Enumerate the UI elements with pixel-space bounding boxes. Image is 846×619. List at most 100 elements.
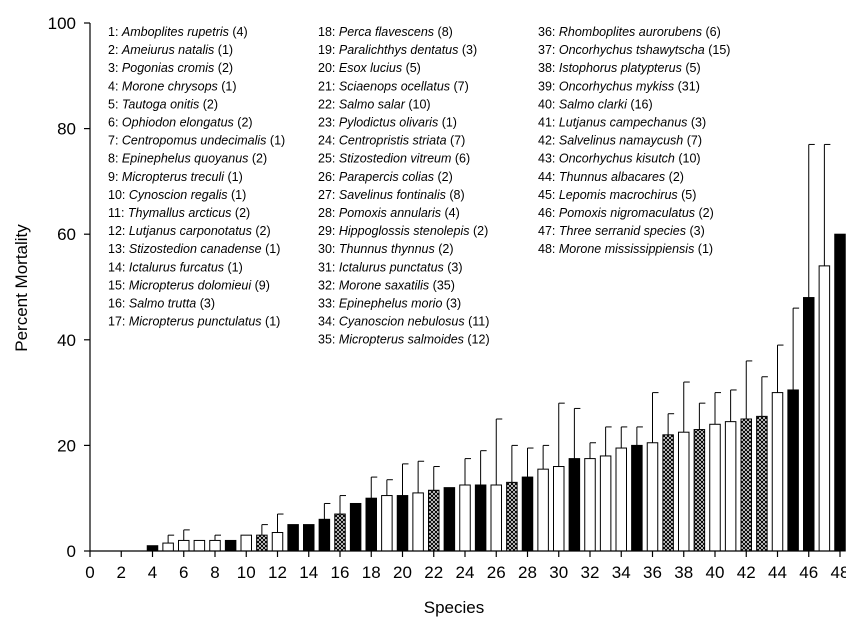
x-tick-label-30: 30 xyxy=(549,563,568,582)
bar-species-38 xyxy=(678,431,690,552)
legend-entry-21: 21: Sciaenops ocellatus (7) xyxy=(318,79,469,93)
legend-entry-6: 6: Ophiodon elongatus (2) xyxy=(108,116,253,130)
bar-species-18 xyxy=(365,497,377,552)
legend-entry-35: 35: Micropterus salmoides (12) xyxy=(318,333,490,347)
bar-species-31 xyxy=(568,458,581,552)
bar-species-45 xyxy=(787,389,799,552)
bar-species-39 xyxy=(693,429,706,552)
legend-entry-2: 2: Ameiurus natalis (1) xyxy=(108,43,233,57)
bar-species-32 xyxy=(584,458,596,552)
legend-entry-4: 4: Morone chrysops (1) xyxy=(108,79,237,93)
x-tick-label-16: 16 xyxy=(331,563,350,582)
y-tick-label-100: 100 xyxy=(48,14,76,33)
y-tick-label-40: 40 xyxy=(57,331,76,350)
x-tick-label-2: 2 xyxy=(117,563,126,582)
x-tick-label-32: 32 xyxy=(581,563,600,582)
legend-entry-36: 36: Rhomboplites aurorubens (6) xyxy=(538,25,721,39)
x-tick-label-24: 24 xyxy=(456,563,475,582)
legend-entry-25: 25: Stizostedion vitreum (6) xyxy=(318,152,470,166)
x-tick-label-48: 48 xyxy=(831,563,846,582)
legend-entry-47: 47: Three serranid species (3) xyxy=(538,224,705,238)
bar-species-24 xyxy=(459,484,471,552)
x-tick-label-0: 0 xyxy=(85,563,94,582)
legend-entry-17: 17: Micropterus punctulatus (1) xyxy=(108,315,280,329)
bar-species-28 xyxy=(521,476,534,552)
x-tick-label-8: 8 xyxy=(210,563,219,582)
bar-species-43 xyxy=(756,415,768,552)
bar-species-41 xyxy=(724,421,737,552)
bar-species-48 xyxy=(834,233,846,552)
x-tick-label-10: 10 xyxy=(237,563,256,582)
x-tick-label-38: 38 xyxy=(674,563,693,582)
bar-species-10 xyxy=(240,534,252,552)
legend-entry-30: 30: Thunnus thynnus (2) xyxy=(318,242,454,256)
legend-entry-31: 31: Ictalurus punctatus (3) xyxy=(318,260,463,274)
legend-entry-39: 39: Oncorhychus mykiss (31) xyxy=(538,79,700,93)
bar-species-30 xyxy=(553,466,565,552)
bar-species-15 xyxy=(318,518,331,552)
bar-species-12 xyxy=(271,532,284,552)
y-tick-label-20: 20 xyxy=(57,436,76,455)
bar-species-17 xyxy=(349,502,362,552)
legend-entry-15: 15: Micropterus dolomieui (9) xyxy=(108,278,270,292)
legend-entry-8: 8: Epinephelus quoyanus (2) xyxy=(108,152,267,166)
x-tick-label-6: 6 xyxy=(179,563,188,582)
bar-species-6 xyxy=(178,539,190,552)
x-tick-label-14: 14 xyxy=(299,563,318,582)
bar-species-33 xyxy=(599,455,612,552)
x-tick-label-22: 22 xyxy=(424,563,443,582)
x-tick-label-36: 36 xyxy=(643,563,662,582)
bars-layer xyxy=(146,143,846,552)
bar-species-11 xyxy=(256,534,268,552)
bar-species-35 xyxy=(631,444,643,552)
legend-entry-28: 28: Pomoxis annularis (4) xyxy=(318,206,460,220)
legend-entry-14: 14: Ictalurus furcatus (1) xyxy=(108,260,243,274)
bar-species-47 xyxy=(818,265,831,552)
legend-entry-48: 48: Morone mississippiensis (1) xyxy=(538,242,713,256)
bar-species-8 xyxy=(209,539,221,552)
legend-layer: 1: Amboplites rupetris (4) 2: Ameiurus na… xyxy=(108,25,730,347)
x-tick-label-28: 28 xyxy=(518,563,537,582)
x-tick-label-4: 4 xyxy=(148,563,157,582)
y-tick-label-0: 0 xyxy=(67,542,76,561)
legend-entry-10: 10: Cynoscion regalis (1) xyxy=(108,188,246,202)
legend-entry-37: 37: Oncorhychus tshawytscha (15) xyxy=(538,43,730,57)
x-tick-label-12: 12 xyxy=(268,563,287,582)
bar-species-7 xyxy=(193,539,206,552)
legend-entry-46: 46: Pomoxis nigromaculatus (2) xyxy=(538,206,714,220)
bar-species-22 xyxy=(428,489,440,552)
bar-species-16 xyxy=(334,513,346,552)
legend-entry-44: 44: Thunnus albacares (2) xyxy=(538,170,684,184)
legend-entry-41: 41: Lutjanus campechanus (3) xyxy=(538,116,706,130)
y-tick-label-80: 80 xyxy=(57,120,76,139)
bar-species-36 xyxy=(646,442,659,552)
bar-species-46 xyxy=(803,297,815,552)
legend-entry-1: 1: Amboplites rupetris (4) xyxy=(108,25,248,39)
x-tick-label-18: 18 xyxy=(362,563,381,582)
bar-species-34 xyxy=(615,447,627,552)
legend-entry-11: 11: Thymallus arcticus (2) xyxy=(108,206,250,220)
bar-species-13 xyxy=(287,524,299,552)
bar-species-4 xyxy=(146,545,159,552)
legend-entry-20: 20: Esox lucius (5) xyxy=(318,61,421,75)
bar-species-5 xyxy=(162,542,174,552)
legend-entry-24: 24: Centropristis striata (7) xyxy=(318,134,465,148)
y-axis-title: Percent Mortality xyxy=(12,224,31,352)
x-tick-label-34: 34 xyxy=(612,563,631,582)
legend-entry-45: 45: Lepomis macrochirus (5) xyxy=(538,188,696,202)
legend-entry-43: 43: Oncorhychus kisutch (10) xyxy=(538,152,701,166)
legend-entry-33: 33: Epinephelus morio (3) xyxy=(318,297,461,311)
y-tick-label-60: 60 xyxy=(57,225,76,244)
legend-entry-23: 23: Pylodictus olivaris (1) xyxy=(318,116,457,130)
legend-entry-3: 3: Pogonias cromis (2) xyxy=(108,61,233,75)
legend-entry-38: 38: Istophorus platypterus (5) xyxy=(538,61,701,75)
legend-entry-5: 5: Tautoga onitis (2) xyxy=(108,97,218,111)
bar-species-21 xyxy=(412,492,424,552)
legend-entry-40: 40: Salmo clarki (16) xyxy=(538,97,653,111)
bar-species-37 xyxy=(662,434,674,552)
legend-entry-9: 9: Micropterus treculi (1) xyxy=(108,170,243,184)
bar-species-25 xyxy=(474,484,487,552)
legend-entry-19: 19: Paralichthys dentatus (3) xyxy=(318,43,477,57)
